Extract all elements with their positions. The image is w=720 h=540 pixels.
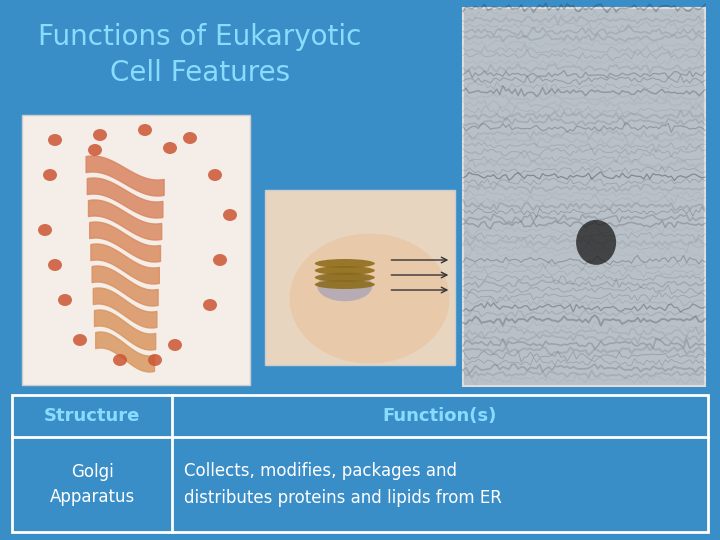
Text: Collects, modifies, packages and
distributes proteins and lipids from ER: Collects, modifies, packages and distrib… <box>184 462 502 507</box>
Bar <box>463 8 705 386</box>
Ellipse shape <box>73 334 87 346</box>
Text: Function(s): Function(s) <box>383 407 498 425</box>
Ellipse shape <box>208 169 222 181</box>
Ellipse shape <box>168 339 182 351</box>
Ellipse shape <box>203 299 217 311</box>
Bar <box>22 115 250 385</box>
Ellipse shape <box>163 142 177 154</box>
Text: Golgi
Apparatus: Golgi Apparatus <box>50 463 135 506</box>
Bar <box>12 395 708 532</box>
Ellipse shape <box>576 220 616 265</box>
Ellipse shape <box>148 354 162 366</box>
Ellipse shape <box>88 144 102 156</box>
Ellipse shape <box>223 209 237 221</box>
Ellipse shape <box>38 224 52 236</box>
Ellipse shape <box>93 129 107 141</box>
Ellipse shape <box>48 259 62 271</box>
Ellipse shape <box>138 124 152 136</box>
Ellipse shape <box>289 233 449 363</box>
Ellipse shape <box>43 169 57 181</box>
Ellipse shape <box>213 254 227 266</box>
Ellipse shape <box>315 266 375 275</box>
Ellipse shape <box>315 280 375 289</box>
Ellipse shape <box>315 273 375 282</box>
Ellipse shape <box>183 132 197 144</box>
Ellipse shape <box>58 294 72 306</box>
Ellipse shape <box>48 134 62 146</box>
Ellipse shape <box>113 354 127 366</box>
Text: Structure: Structure <box>44 407 140 425</box>
Ellipse shape <box>318 271 372 301</box>
Bar <box>265 190 455 365</box>
Ellipse shape <box>315 259 375 268</box>
Text: Functions of Eukaryotic
Cell Features: Functions of Eukaryotic Cell Features <box>38 23 361 87</box>
